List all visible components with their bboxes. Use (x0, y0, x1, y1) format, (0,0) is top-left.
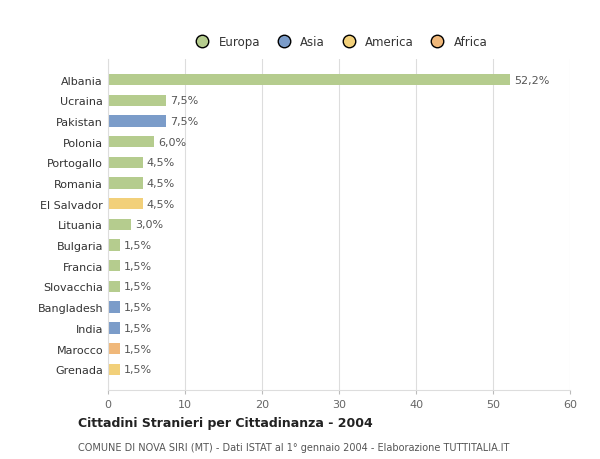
Bar (108, 75, 510, 86)
Text: 3,0%: 3,0% (135, 220, 163, 230)
Bar (108, 281, 119, 292)
Bar (108, 343, 119, 354)
Text: 1,5%: 1,5% (124, 282, 152, 292)
Text: Cittadini Stranieri per Cittadinanza - 2004: Cittadini Stranieri per Cittadinanza - 2… (78, 416, 373, 429)
Text: 1,5%: 1,5% (124, 364, 152, 375)
Text: 7,5%: 7,5% (170, 117, 198, 127)
Text: 7,5%: 7,5% (170, 96, 198, 106)
Bar (108, 219, 131, 230)
Text: 1,5%: 1,5% (124, 261, 152, 271)
Text: COMUNE DI NOVA SIRI (MT) - Dati ISTAT al 1° gennaio 2004 - Elaborazione TUTTITAL: COMUNE DI NOVA SIRI (MT) - Dati ISTAT al… (78, 442, 509, 452)
Text: 4,5%: 4,5% (146, 199, 175, 209)
Bar (108, 157, 143, 168)
Bar (108, 364, 119, 375)
Text: 1,5%: 1,5% (124, 344, 152, 354)
Bar (108, 178, 143, 189)
Bar (108, 116, 166, 127)
Bar (108, 240, 119, 251)
Bar (108, 323, 119, 334)
Bar (108, 199, 143, 210)
Text: 4,5%: 4,5% (146, 179, 175, 189)
Legend: Europa, Asia, America, Africa: Europa, Asia, America, Africa (187, 33, 491, 52)
Bar (108, 261, 119, 272)
Text: 4,5%: 4,5% (146, 158, 175, 168)
Text: 1,5%: 1,5% (124, 302, 152, 313)
Text: 52,2%: 52,2% (514, 75, 549, 85)
Text: 1,5%: 1,5% (124, 241, 152, 251)
Text: 1,5%: 1,5% (124, 323, 152, 333)
Bar (108, 95, 166, 106)
Text: 6,0%: 6,0% (158, 137, 186, 147)
Bar (108, 302, 119, 313)
Bar (108, 137, 154, 148)
